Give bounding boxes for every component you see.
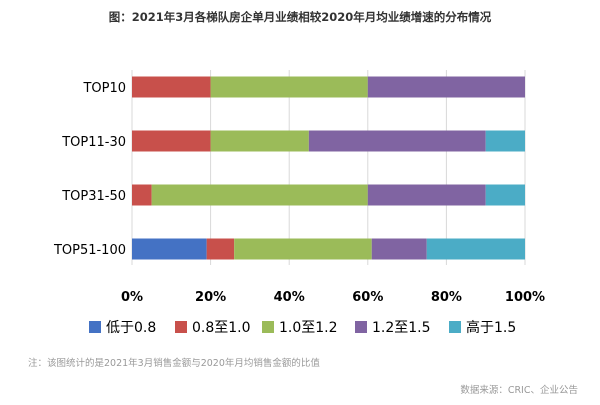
x-tick-label: 40% <box>274 290 305 305</box>
x-tick-label: 80% <box>431 290 462 305</box>
legend-swatch <box>355 321 367 333</box>
legend-swatch <box>175 321 187 333</box>
x-axis-labels: 0% 20% 40% 60% 80% 100% <box>121 290 545 305</box>
bar-segment-top11-30-series-4 <box>308 130 486 152</box>
chart-title: 图：2021年3月各梯队房企单月业绩相较2020年月均业绩增速的分布情况 <box>108 10 492 24</box>
legend-label: 0.8至1.0 <box>192 320 251 336</box>
y-tick-label: TOP31-50 <box>61 189 126 204</box>
bar-segment-top11-30-series-3 <box>210 130 309 152</box>
legend-label: 低于0.8 <box>106 320 156 336</box>
legend-label: 1.0至1.2 <box>279 320 338 336</box>
legend-swatch <box>89 321 101 333</box>
legend: 低于0.8 0.8至1.0 1.0至1.2 1.2至1.5 高于1.5 <box>89 319 516 336</box>
y-axis-labels: TOP10 TOP11-30 TOP31-50 TOP51-100 <box>53 81 126 258</box>
bar-segment-top51-100-series-1 <box>132 238 207 260</box>
y-tick-label: TOP51-100 <box>53 243 126 258</box>
bar-segment-top11-30-series-2 <box>132 130 211 152</box>
x-tick-label: 60% <box>352 290 383 305</box>
bar-segment-top31-50-series-4 <box>367 184 486 206</box>
bar-segment-top31-50-series-3 <box>151 184 368 206</box>
bar-segment-top51-100-series-2 <box>206 238 235 260</box>
x-tick-label: 100% <box>505 290 545 305</box>
bar-segment-top51-100-series-3 <box>234 238 372 260</box>
chart-source: 数据来源：CRIC、企业公告 <box>460 385 578 396</box>
legend-swatch <box>262 321 274 333</box>
y-tick-label: TOP10 <box>82 81 126 96</box>
legend-label: 1.2至1.5 <box>372 320 431 336</box>
chart-note: 注：该图统计的是2021年3月销售金额与2020年月均销售金额的比值 <box>28 358 320 369</box>
bar-segment-top10-series-2 <box>132 76 211 98</box>
bar-segment-top11-30-series-5 <box>485 130 525 152</box>
bar-segment-top10-series-3 <box>210 76 368 98</box>
bar-segment-top31-50-series-5 <box>485 184 525 206</box>
x-tick-label: 20% <box>195 290 226 305</box>
y-tick-label: TOP11-30 <box>61 135 126 150</box>
bar-segment-top10-series-4 <box>367 76 525 98</box>
x-tick-label: 0% <box>121 290 143 305</box>
stacked-bar-chart: TOP10 TOP11-30 TOP31-50 TOP51-100 0% 20% 40% 6… <box>53 70 545 336</box>
bar-segment-top51-100-series-5 <box>426 238 525 260</box>
bar-group <box>132 76 525 260</box>
legend-label: 高于1.5 <box>466 319 516 336</box>
bar-segment-top51-100-series-4 <box>371 238 427 260</box>
gridlines <box>131 70 526 265</box>
bar-segment-top31-50-series-2 <box>132 184 152 206</box>
legend-swatch <box>449 321 461 333</box>
